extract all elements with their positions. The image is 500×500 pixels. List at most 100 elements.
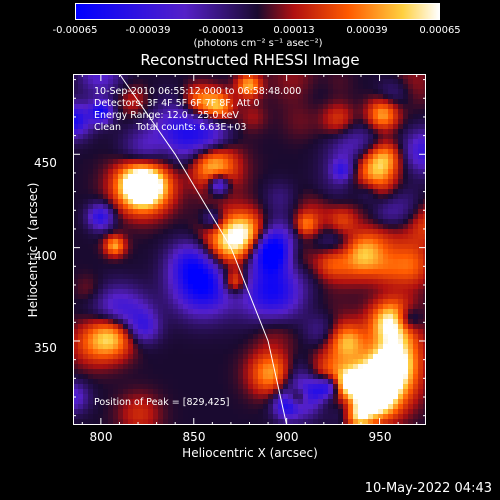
heatmap-cell <box>298 349 303 354</box>
heatmap-cell <box>168 159 173 164</box>
heatmap-cell <box>383 344 388 349</box>
heatmap-cell <box>143 344 148 349</box>
heatmap-cell <box>288 309 293 314</box>
heatmap-cell <box>358 224 363 229</box>
heatmap-cell <box>313 419 318 424</box>
heatmap-cell <box>168 349 173 354</box>
heatmap-cell <box>338 279 343 284</box>
heatmap-cell <box>88 284 93 289</box>
heatmap-cell <box>253 334 258 339</box>
heatmap-cell <box>363 374 368 379</box>
heatmap-cell <box>208 319 213 324</box>
heatmap-cell <box>408 159 413 164</box>
heatmap-cell <box>328 394 333 399</box>
heatmap-cell <box>163 94 168 99</box>
heatmap-cell <box>218 304 223 309</box>
heatmap-cell <box>423 349 426 354</box>
heatmap-cell <box>163 154 168 159</box>
heatmap-cell <box>423 389 426 394</box>
heatmap-cell <box>418 224 423 229</box>
heatmap-cell <box>163 309 168 314</box>
heatmap-cell <box>398 364 403 369</box>
heatmap-cell <box>418 99 423 104</box>
heatmap-cell <box>388 289 393 294</box>
heatmap-cell <box>263 74 268 79</box>
heatmap-cell <box>163 234 168 239</box>
heatmap-cell <box>273 79 278 84</box>
heatmap-cell <box>118 194 123 199</box>
heatmap-cell <box>138 349 143 354</box>
heatmap-cell <box>103 199 108 204</box>
heatmap-cell <box>248 359 253 364</box>
heatmap-cell <box>153 239 158 244</box>
heatmap-cell <box>168 94 173 99</box>
heatmap-cell <box>163 224 168 229</box>
heatmap-cell <box>193 119 198 124</box>
heatmap-cell <box>238 224 243 229</box>
heatmap-cell <box>188 294 193 299</box>
heatmap-cell <box>403 119 408 124</box>
heatmap-cell <box>193 199 198 204</box>
heatmap-cell <box>283 384 288 389</box>
heatmap-cell <box>353 74 358 79</box>
heatmap-cell <box>253 99 258 104</box>
heatmap-cell <box>293 154 298 159</box>
heatmap-cell <box>178 349 183 354</box>
heatmap-cell <box>123 334 128 339</box>
heatmap-cell <box>143 279 148 284</box>
heatmap-cell <box>128 364 133 369</box>
heatmap-cell <box>293 214 298 219</box>
heatmap-cell <box>138 354 143 359</box>
heatmap-cell <box>173 389 178 394</box>
heatmap-cell <box>408 164 413 169</box>
heatmap-cell <box>268 294 273 299</box>
heatmap-cell <box>413 394 418 399</box>
heatmap-cell <box>93 134 98 139</box>
heatmap-cell <box>293 414 298 419</box>
heatmap-cell <box>308 124 313 129</box>
heatmap-cell <box>143 104 148 109</box>
heatmap-cell <box>178 89 183 94</box>
heatmap-cell <box>198 214 203 219</box>
heatmap-cell <box>403 224 408 229</box>
heatmap-cell <box>258 159 263 164</box>
heatmap-cell <box>138 134 143 139</box>
heatmap-cell <box>223 344 228 349</box>
heatmap-cell <box>158 99 163 104</box>
heatmap-cell <box>118 394 123 399</box>
heatmap-cell <box>423 304 426 309</box>
heatmap-cell <box>258 309 263 314</box>
heatmap-cell <box>353 179 358 184</box>
heatmap-cell <box>173 79 178 84</box>
heatmap-cell <box>208 234 213 239</box>
heatmap-cell <box>73 344 78 349</box>
heatmap-cell <box>118 264 123 269</box>
heatmap-cell <box>143 94 148 99</box>
heatmap-cell <box>403 374 408 379</box>
heatmap-cell <box>423 259 426 264</box>
heatmap-cell <box>418 259 423 264</box>
heatmap-cell <box>183 379 188 384</box>
heatmap-cell <box>133 304 138 309</box>
heatmap-cell <box>108 414 113 419</box>
heatmap-cell <box>133 149 138 154</box>
heatmap-cell <box>203 279 208 284</box>
heatmap-cell <box>363 274 368 279</box>
heatmap-cell <box>133 404 138 409</box>
heatmap-cell <box>398 99 403 104</box>
heatmap-cell <box>208 359 213 364</box>
heatmap-cell <box>378 369 383 374</box>
heatmap-cell <box>108 254 113 259</box>
heatmap-cell <box>198 124 203 129</box>
heatmap-cell <box>358 169 363 174</box>
heatmap-cell <box>393 344 398 349</box>
heatmap-cell <box>233 414 238 419</box>
heatmap-cell <box>113 289 118 294</box>
colorbar-tick: -0.00065 <box>52 25 98 36</box>
heatmap-cell <box>293 99 298 104</box>
heatmap-cell <box>328 324 333 329</box>
heatmap-cell <box>273 179 278 184</box>
heatmap-cell <box>413 159 418 164</box>
heatmap-cell <box>373 289 378 294</box>
heatmap-cell <box>263 209 268 214</box>
